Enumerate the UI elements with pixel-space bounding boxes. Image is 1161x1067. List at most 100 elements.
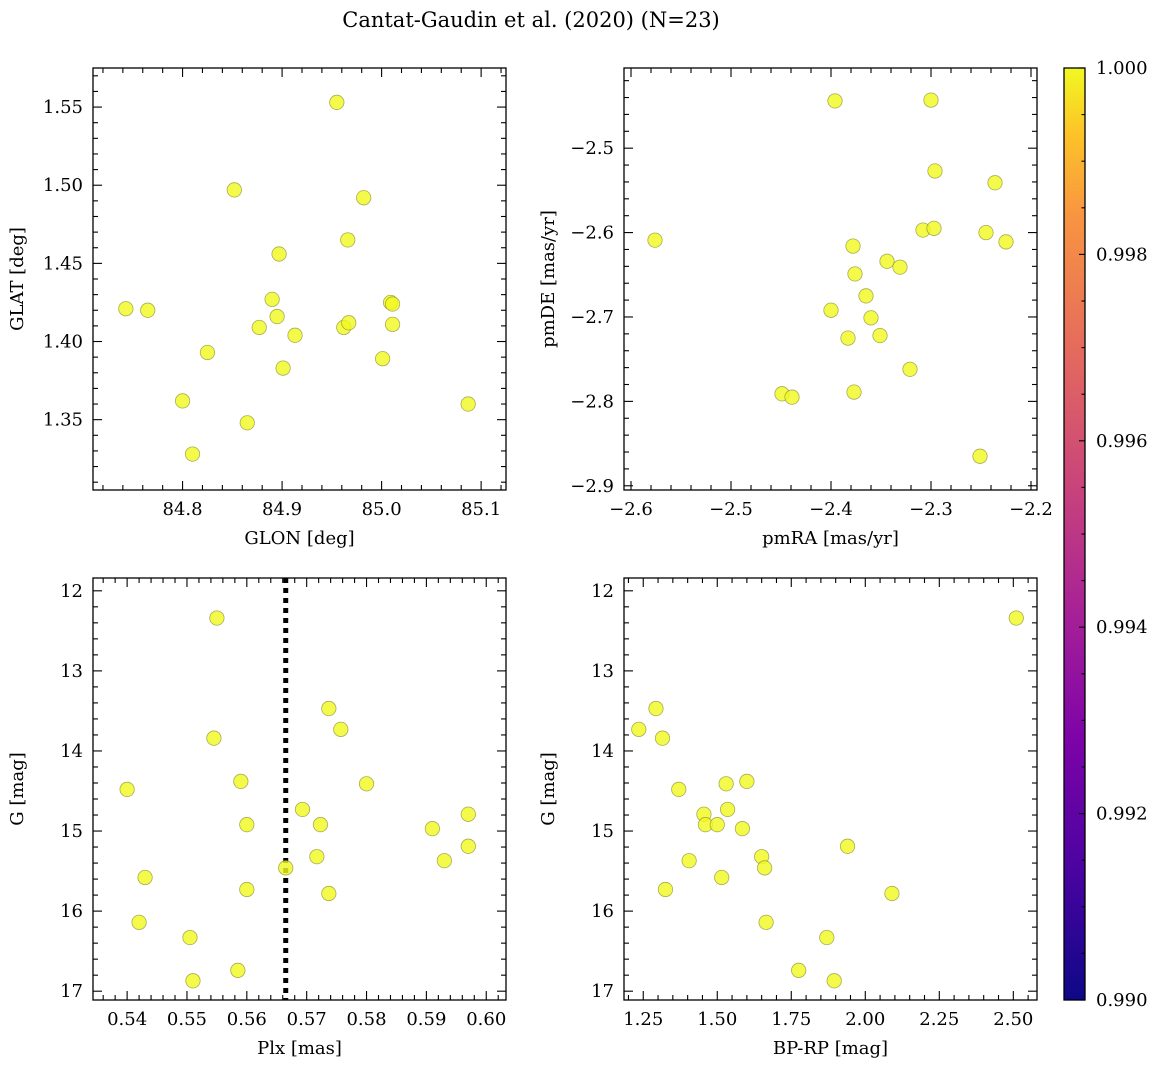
y-tick-label: −2.8 [570,391,614,412]
scatter-point [226,182,242,198]
scatter-point [424,821,440,837]
scatter-point [720,801,736,818]
scatter-point [734,821,751,837]
y-axis-label: G [mag] [7,752,28,825]
y-tick-label: 1.45 [43,253,83,274]
scatter-point [826,973,842,989]
x-tick-label: 2.25 [919,1009,959,1030]
scatter-point [823,302,839,318]
scatter-point [118,301,134,317]
colorbar-tick-label: 0.992 [1096,804,1148,825]
scatter-point [819,929,835,946]
scatter-point [923,92,939,108]
scatter-point [184,446,201,462]
y-tick-label: 17 [60,981,83,1002]
x-tick-label: 0.59 [406,1009,446,1030]
y-tick-label: 17 [591,981,614,1002]
y-tick-label: −2.7 [570,307,614,328]
scatter-point [879,253,895,269]
panel-glon-glat: 84.8 84.9 85.0 85.1 1.35 1.40 1.45 1.50 1.55 GLON… [7,67,507,549]
scatter-point [847,266,863,282]
scatter-point [333,721,349,737]
scatter-point [709,817,725,833]
colorbar-tick-label: 1.000 [1096,58,1148,79]
y-tick-label: 14 [591,741,614,762]
scatter-point [436,853,452,869]
y-tick-label: 12 [591,581,614,602]
scatter-point [631,721,647,737]
y-tick-label: 12 [60,581,83,602]
x-axis-label: pmRA [mas/yr] [762,528,899,549]
scatter-point [275,360,291,376]
x-tick-label: −2.2 [1009,499,1053,520]
colorbar-tick-label: 0.998 [1096,244,1148,265]
panel-plx-g: 0.54 0.55 0.56 0.57 0.58 0.59 0.60 12 13 14 15 16 17… [7,577,507,1059]
colorbar: 0.990 0.992 0.994 0.996 0.998 1.000 [1063,58,1148,1011]
scatter-point [884,885,900,902]
x-tick-label: 1.25 [623,1009,663,1030]
scatter-point [784,389,800,405]
scatter-point [998,234,1014,250]
scatter-point [840,330,856,346]
y-tick-label: −2.6 [570,223,614,244]
scatter-point [119,781,135,798]
scatter-point [271,246,287,262]
x-tick-label: 0.55 [167,1009,207,1030]
x-axis-label: GLON [deg] [244,528,354,549]
scatter-point [827,93,843,109]
y-tick-label: 16 [60,901,83,922]
scatter-point [972,448,988,464]
scatter-point [185,973,201,989]
y-tick-label: 14 [60,741,83,762]
y-tick-label: 1.40 [43,332,83,353]
scatter-point [251,319,267,336]
figure-title: Cantat-Gaudin et al. (2020) (N=23) [342,8,720,32]
scatter-point [863,310,879,326]
y-tick-label: 13 [591,661,614,682]
scatter-point [892,259,908,275]
y-tick-label: −2.9 [570,476,614,497]
scatter-point [233,773,249,789]
panel-bprp-g: 1.25 1.50 1.75 2.00 2.25 2.50 12 13 14 15 16 17 BP-R… [538,577,1038,1059]
scatter-point [718,776,734,792]
colorbar-ticks: 0.990 0.992 0.994 0.996 0.998 1.000 [1079,58,1148,1011]
scatter-point [384,296,401,312]
scatter-point [714,869,730,886]
scatter-point [647,232,663,248]
axes-frame [92,577,507,1001]
axes-frame [92,67,507,491]
scatter-point [356,190,372,206]
scatter-point [230,962,246,978]
scatter-point [239,881,255,898]
scatter-point [358,776,375,792]
scatter-point [987,175,1003,191]
scatter-point [671,781,687,798]
x-tick-label: 0.57 [287,1009,327,1030]
x-tick-label: 1.75 [771,1009,811,1030]
scatter-point [902,361,918,377]
x-tick-label: 2.00 [845,1009,885,1030]
scatter-point [845,238,861,254]
y-tick-label: 13 [60,661,83,682]
y-tick-label: 16 [591,901,614,922]
x-tick-label: −2.6 [609,499,653,520]
scatter-point [757,860,773,876]
y-tick-label: 1.50 [43,175,83,196]
x-tick-label: 0.56 [227,1009,267,1030]
axes-frame [623,67,1038,491]
y-tick-label: 15 [591,821,614,842]
scatter-point [199,344,216,361]
scatter-point [131,914,147,930]
scatter-point [174,393,191,409]
scatter-point [340,232,356,248]
y-axis-label: GLAT [deg] [7,227,28,331]
scatter-point [239,817,255,833]
x-axis-label: Plx [mas] [257,1038,342,1059]
y-tick-label: 15 [60,821,83,842]
scatter-point [321,700,337,717]
scatter-point [1008,610,1024,626]
colorbar-tick-label: 0.990 [1096,990,1148,1011]
axes-frame [623,577,1038,1001]
colorbar-tick-label: 0.996 [1096,431,1148,452]
colorbar-tick-label: 0.994 [1096,617,1148,638]
